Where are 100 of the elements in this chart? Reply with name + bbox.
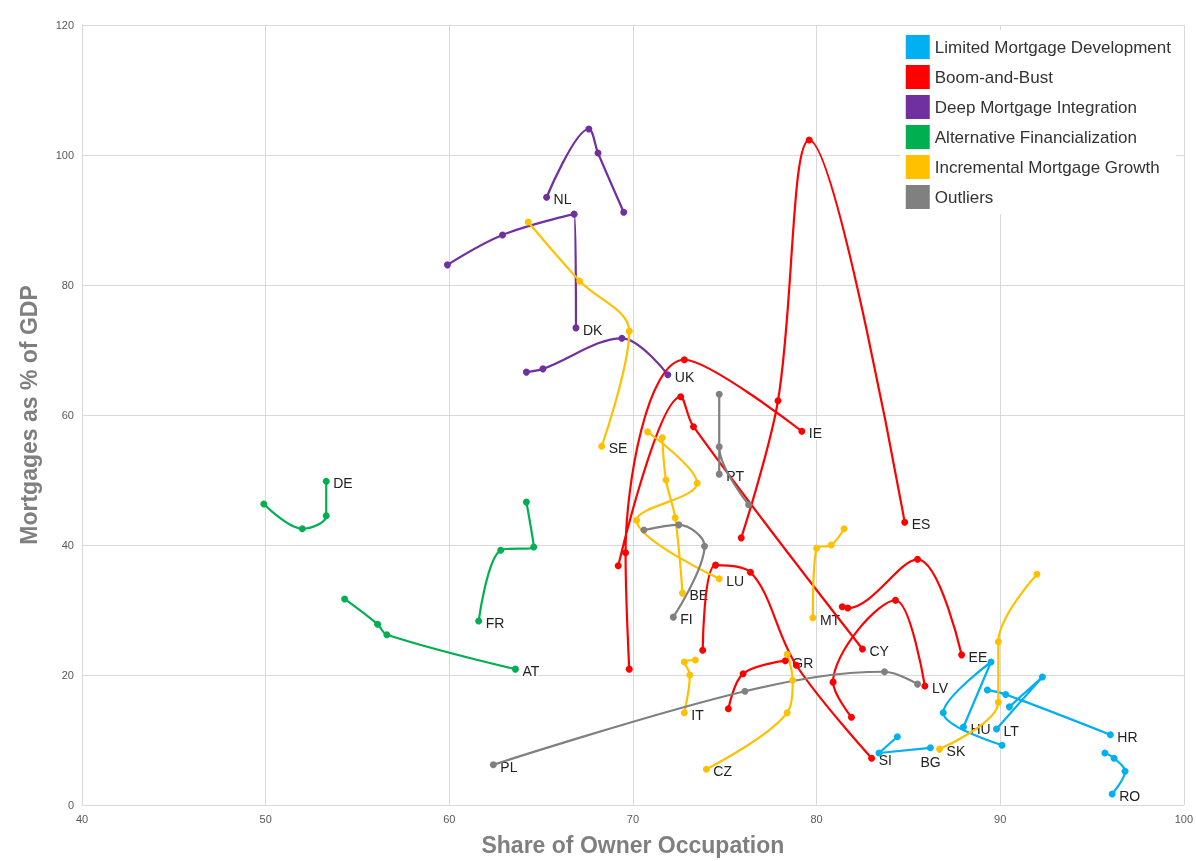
point [530,543,538,551]
point [693,479,701,487]
point [524,218,532,226]
point [746,568,754,576]
annotation: MT [819,611,841,628]
point [489,761,497,769]
point [322,477,330,485]
x-tick-label: 100 [1174,812,1193,825]
legend-label: Alternative Financialization [934,127,1137,147]
x-tick-label: 40 [75,812,89,825]
point [881,668,888,676]
point [936,745,944,753]
point [539,365,547,373]
point [993,725,1001,733]
point [625,665,633,673]
point [1038,673,1046,681]
x-tick-label: 70 [626,812,640,825]
point [745,501,753,509]
point [789,676,797,684]
point [737,534,745,542]
point [680,709,688,717]
point [959,723,967,731]
point [374,620,382,628]
point [620,208,628,216]
annotation: LV [931,680,949,697]
point [914,555,922,563]
point [774,397,782,405]
point [644,428,652,436]
point [625,327,633,335]
point [443,261,451,269]
point [715,443,723,451]
point [1005,703,1013,711]
point [939,709,947,717]
point [680,356,688,364]
point [511,665,519,673]
point [702,765,710,773]
point [671,514,679,522]
annotation: CY [869,643,890,659]
point [998,741,1006,749]
annotation: IT [691,706,705,723]
x-tick-label: 90 [994,812,1007,825]
point [1108,790,1116,798]
point [677,393,685,401]
point [522,368,530,376]
point [614,562,622,570]
point [664,371,672,379]
point [914,680,922,688]
point [1106,731,1114,739]
point [622,549,630,557]
point [781,657,789,665]
point [840,525,848,533]
point [893,733,901,741]
point [679,589,686,597]
annotation: EE [968,648,988,665]
point [958,651,966,659]
point [724,705,732,713]
point [783,709,791,717]
point [712,561,720,569]
point [715,390,723,398]
point [383,631,391,639]
point [658,434,666,442]
legend-label: Incremental Mortgage Growth [934,157,1160,177]
annotation: LT [1003,722,1020,739]
point [497,546,505,554]
y-tick-label: 120 [55,19,74,31]
point [475,617,483,625]
legend-label: Limited Mortgage Development [934,37,1172,57]
point [499,231,507,239]
point [1033,570,1041,578]
point [1121,767,1129,775]
legend-label: Deep Mortgage Integration [934,97,1138,117]
point [798,427,806,435]
x-tick-label: 80 [810,812,823,825]
point [868,754,876,762]
point [598,442,606,450]
annotation: RO [1119,787,1141,804]
annotation: SI [878,752,892,769]
y-tick-label: 100 [55,149,74,161]
annotation: FI [680,611,693,628]
annotation: DE [333,475,353,492]
annotation: AT [522,663,540,680]
point [618,334,626,342]
point [576,277,584,285]
point [633,516,641,524]
annotation: UK [674,368,695,385]
point [701,542,709,550]
annotation: LU [726,572,745,589]
point [827,541,835,549]
x-tick-label: 60 [443,812,456,825]
x-tick-label: 50 [259,812,272,825]
point [838,603,846,611]
point [994,698,1002,706]
annotation: BG [920,753,941,770]
point [739,670,747,678]
y-tick-label: 60 [61,409,74,421]
point [1002,691,1010,698]
legend-label: Boom-and-Bust [934,67,1054,87]
y-tick-label: 20 [61,669,74,681]
point [1110,754,1118,762]
point [741,687,749,695]
